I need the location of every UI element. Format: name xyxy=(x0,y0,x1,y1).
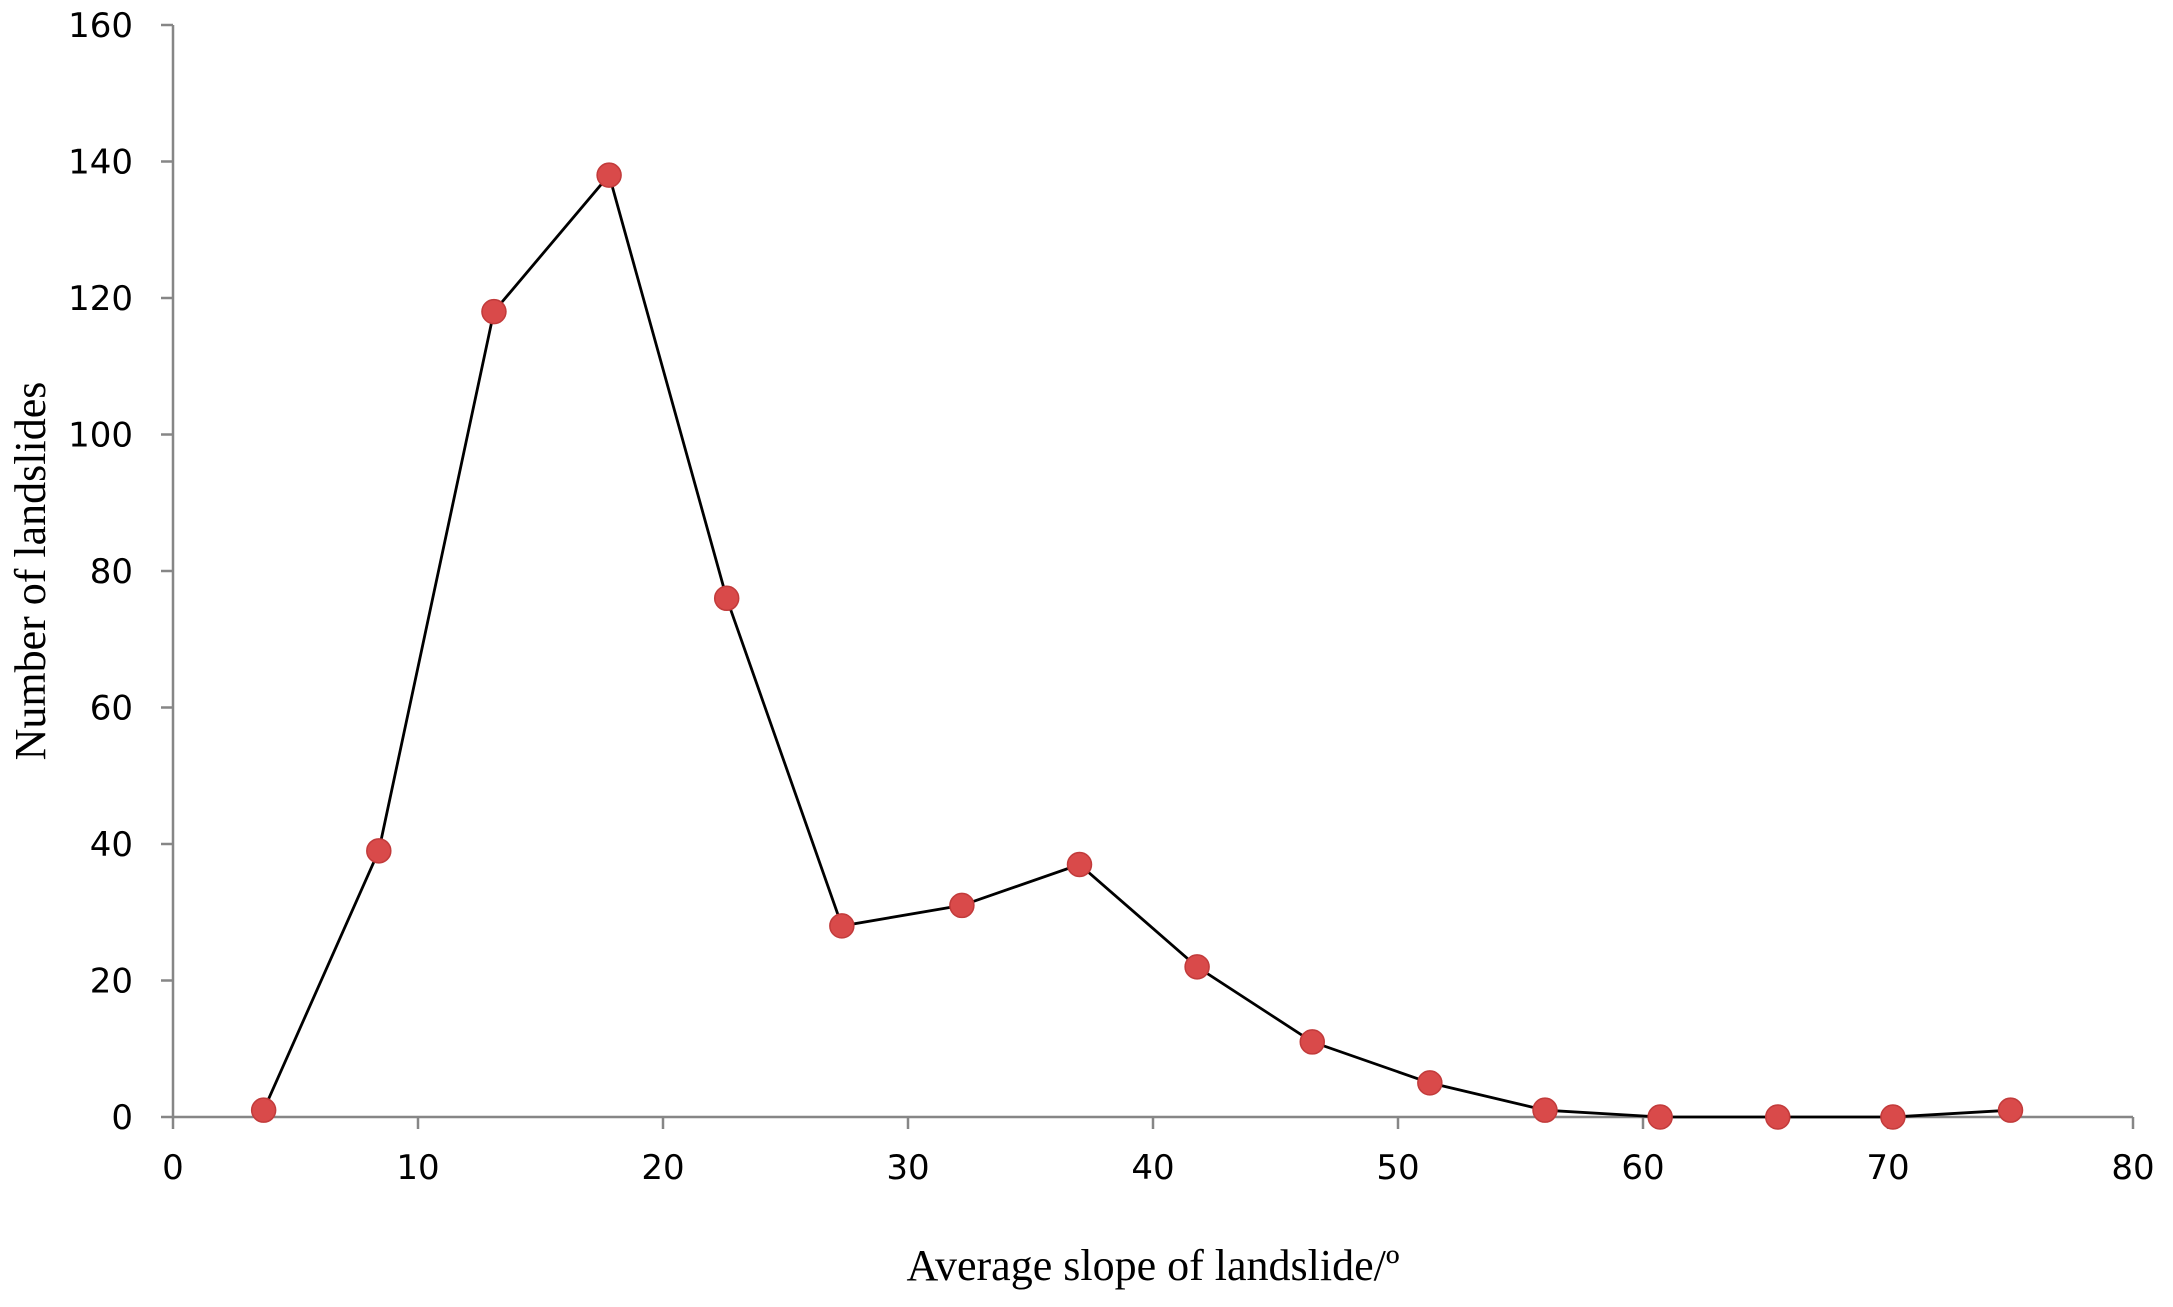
y-axis-title: Number of landslides xyxy=(6,382,55,761)
data-point xyxy=(1417,1070,1443,1096)
x-tick-label: 0 xyxy=(162,1148,184,1188)
y-tick-label: 160 xyxy=(68,6,133,46)
y-tick-label: 80 xyxy=(90,552,133,592)
x-tick-label: 10 xyxy=(396,1148,439,1188)
data-point xyxy=(1299,1029,1325,1055)
y-tick-label: 40 xyxy=(90,825,133,865)
data-point xyxy=(250,1097,277,1123)
data-point xyxy=(1765,1104,1791,1130)
x-axis-title: Average slope of landslide/º xyxy=(906,1241,1399,1290)
y-tick-label: 140 xyxy=(68,143,133,183)
y-tick-label: 100 xyxy=(68,416,133,456)
data-point xyxy=(366,838,392,864)
data-point xyxy=(1066,851,1093,878)
data-point xyxy=(1647,1104,1673,1130)
data-point xyxy=(481,298,507,325)
series-line xyxy=(262,172,2011,1119)
y-tick-label: 20 xyxy=(90,962,133,1002)
y-tick-label: 0 xyxy=(111,1098,133,1138)
data-point xyxy=(713,585,740,612)
x-tick-label: 70 xyxy=(1866,1148,1909,1188)
y-axis-ticks: 0 20 40 60 80 100 120 140 160 xyxy=(68,6,173,1138)
data-points xyxy=(250,162,2024,1130)
x-tick-label: 20 xyxy=(641,1148,684,1188)
data-point xyxy=(596,162,622,188)
data-point xyxy=(829,913,855,939)
y-tick-label: 120 xyxy=(68,279,133,319)
data-point xyxy=(1880,1104,1906,1130)
x-tick-label: 30 xyxy=(886,1148,929,1188)
data-point xyxy=(1532,1097,1558,1123)
y-tick-label: 60 xyxy=(90,689,133,729)
data-point xyxy=(1997,1097,2024,1123)
x-axis-ticks: 0 10 20 30 40 50 60 70 80 xyxy=(162,1117,2155,1188)
data-point xyxy=(949,892,975,919)
x-tick-label: 80 xyxy=(2111,1148,2154,1188)
x-tick-label: 40 xyxy=(1131,1148,1174,1188)
x-tick-label: 60 xyxy=(1621,1148,1664,1188)
x-tick-label: 50 xyxy=(1376,1148,1419,1188)
data-point xyxy=(1184,954,1210,980)
